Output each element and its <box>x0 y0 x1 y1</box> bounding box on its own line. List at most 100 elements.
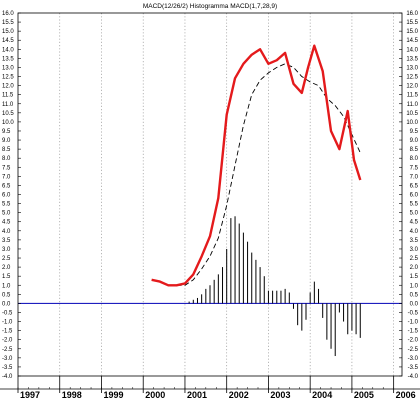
y-tick-label-right: 16.0 <box>406 11 418 17</box>
y-tick-label-right: -1.5 <box>408 329 419 335</box>
x-tick-label: 1997 <box>20 390 40 400</box>
y-tick-label-right: 3.5 <box>410 238 419 244</box>
y-tick-label-left: 7.5 <box>2 165 11 171</box>
y-tick-label-left: -1.5 <box>2 329 13 335</box>
y-tick-label-right: -4.0 <box>408 374 419 380</box>
y-tick-label-right: -2.5 <box>408 347 419 353</box>
y-tick-label-left: 6.0 <box>2 193 11 199</box>
y-tick-label-right: 5.0 <box>410 211 419 217</box>
x-tick-label: 2005 <box>354 390 374 400</box>
y-tick-label-left: 2.5 <box>2 256 11 262</box>
y-tick-label-left: 10.0 <box>2 120 14 126</box>
x-tick-label: 2004 <box>312 390 332 400</box>
axis-layer: 16.0 16.0 15.5 15.5 15.0 15.0 14.5 14.5 14.0 14.0… <box>0 11 420 400</box>
y-tick-label-left: -2.5 <box>2 347 13 353</box>
y-tick-label-left: -0.5 <box>2 310 13 316</box>
y-tick-label-right: 12.0 <box>406 84 418 90</box>
x-tick-label: 2000 <box>145 390 165 400</box>
y-tick-label-right: 13.0 <box>406 65 418 71</box>
y-tick-label-left: 14.0 <box>2 47 14 53</box>
y-tick-label-right: 9.0 <box>410 138 419 144</box>
y-tick-label-left: 5.0 <box>2 211 11 217</box>
y-tick-label-left: 1.5 <box>2 274 11 280</box>
x-tick-label: 2001 <box>187 390 207 400</box>
y-tick-label-left: 15.5 <box>2 20 14 26</box>
x-tick-label: 2006 <box>396 390 416 400</box>
y-tick-label-left: 3.5 <box>2 238 11 244</box>
y-tick-label-left: -2.0 <box>2 338 13 344</box>
y-tick-label-right: 1.0 <box>410 283 419 289</box>
y-tick-label-left: 13.5 <box>2 56 14 62</box>
y-tick-label-left: 12.0 <box>2 84 14 90</box>
y-tick-label-left: 7.0 <box>2 174 11 180</box>
y-tick-label-left: 8.5 <box>2 147 11 153</box>
y-tick-label-right: 7.5 <box>410 165 419 171</box>
y-tick-label-right: 4.0 <box>410 229 419 235</box>
y-tick-label-left: -4.0 <box>2 374 13 380</box>
y-tick-label-right: 14.0 <box>406 47 418 53</box>
x-tick-label: 2003 <box>270 390 290 400</box>
y-tick-label-right: 12.5 <box>406 75 418 81</box>
y-tick-label-right: 8.5 <box>410 147 419 153</box>
y-tick-label-left: 5.5 <box>2 202 11 208</box>
y-tick-label-right: 13.5 <box>406 56 418 62</box>
y-tick-label-right: 4.5 <box>410 220 419 226</box>
y-tick-label-left: 11.0 <box>2 102 14 108</box>
y-tick-label-right: -0.5 <box>408 310 419 316</box>
y-tick-label-right: 10.5 <box>406 111 418 117</box>
y-tick-label-left: 1.0 <box>2 283 11 289</box>
x-tick-label: 1999 <box>103 390 123 400</box>
y-tick-label-right: 6.5 <box>410 183 419 189</box>
y-tick-label-left: 11.5 <box>2 93 14 99</box>
y-tick-label-right: 7.0 <box>410 174 419 180</box>
y-tick-label-right: 6.0 <box>410 193 419 199</box>
y-tick-label-right: 3.0 <box>410 247 419 253</box>
y-tick-label-left: 10.5 <box>2 111 14 117</box>
y-tick-label-left: 0.0 <box>2 301 11 307</box>
y-tick-label-right: 15.5 <box>406 20 418 26</box>
y-tick-label-right: 9.5 <box>410 129 419 135</box>
x-tick-label: 1998 <box>62 390 82 400</box>
signal-line <box>176 63 361 286</box>
y-tick-label-left: 8.0 <box>2 156 11 162</box>
y-tick-label-left: 9.5 <box>2 129 11 135</box>
y-tick-label-right: -3.5 <box>408 365 419 371</box>
y-tick-label-left: -3.5 <box>2 365 13 371</box>
histogram-layer <box>188 216 361 357</box>
signal-line-layer <box>176 63 361 286</box>
y-tick-label-right: 0.0 <box>410 301 419 307</box>
y-tick-label-right: 5.5 <box>410 202 419 208</box>
y-tick-label-left: 6.5 <box>2 183 11 189</box>
y-tick-label-left: 15.0 <box>2 29 14 35</box>
y-tick-label-left: 16.0 <box>2 11 14 17</box>
y-tick-label-left: 4.5 <box>2 220 11 226</box>
y-tick-label-right: 8.0 <box>410 156 419 162</box>
y-tick-label-right: -2.0 <box>408 338 419 344</box>
y-tick-label-left: 0.5 <box>2 292 11 298</box>
y-tick-label-left: 12.5 <box>2 75 14 81</box>
y-tick-label-right: 0.5 <box>410 292 419 298</box>
y-tick-label-left: -3.0 <box>2 356 13 362</box>
y-tick-label-right: 14.5 <box>406 38 418 44</box>
y-tick-label-left: 13.0 <box>2 65 14 71</box>
macd-line <box>151 44 362 287</box>
y-tick-label-left: 2.0 <box>2 265 11 271</box>
y-tick-label-left: 4.0 <box>2 229 11 235</box>
y-tick-label-right: -1.0 <box>408 320 419 326</box>
y-tick-label-left: 14.5 <box>2 38 14 44</box>
macd-line-layer <box>151 44 362 287</box>
y-tick-label-right: 10.0 <box>406 120 418 126</box>
y-tick-label-left: -1.0 <box>2 320 13 326</box>
y-tick-label-right: 11.0 <box>407 102 419 108</box>
y-tick-label-right: 2.0 <box>410 265 419 271</box>
y-tick-label-right: 11.5 <box>407 93 419 99</box>
y-tick-label-right: -3.0 <box>408 356 419 362</box>
y-tick-label-left: 3.0 <box>2 247 11 253</box>
y-tick-label-right: 1.5 <box>410 274 419 280</box>
x-tick-label: 2002 <box>229 390 249 400</box>
y-tick-label-right: 15.0 <box>406 29 418 35</box>
y-tick-label-left: 9.0 <box>2 138 11 144</box>
chart-title: MACD(12/26/2) Histogramma MACD(1,7,28,9) <box>143 3 277 10</box>
